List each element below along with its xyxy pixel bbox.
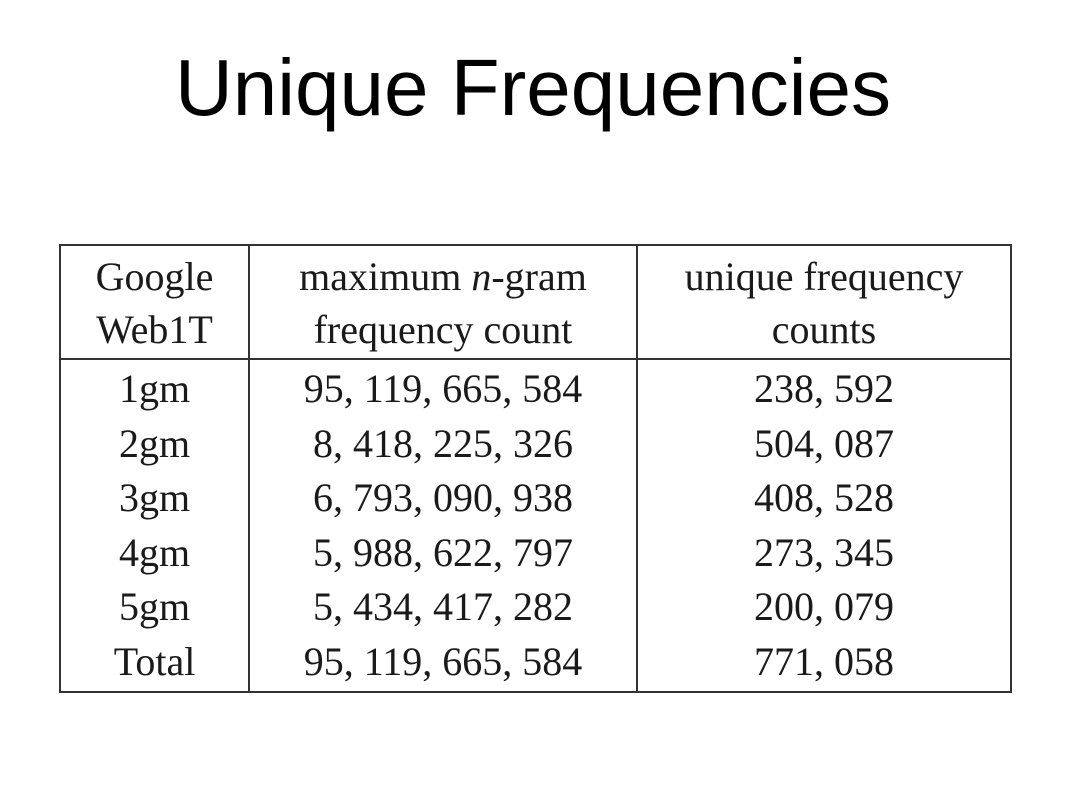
row-label: 1gm [59,359,250,417]
header-max-count-line2: frequency count [313,307,573,352]
header-row: Google Web1T maximum n-gram frequency co… [59,244,1012,360]
header-corpus-line1: Google [95,254,214,299]
header-corpus-line2: Web1T [96,307,213,352]
table-row: 5gm 5, 434, 417, 282 200, 079 [59,580,1012,635]
table-row: 1gm 95, 119, 665, 584 238, 592 [59,359,1012,417]
unique-counts-cell: 238, 592 [636,359,1012,417]
max-count-cell: 6, 793, 090, 938 [248,471,638,526]
row-label: 2gm [59,416,250,471]
frequency-table: Google Web1T maximum n-gram frequency co… [59,244,1012,693]
unique-counts-cell: 771, 058 [636,634,1012,693]
max-count-cell: 8, 418, 225, 326 [248,416,638,471]
max-count-cell: 95, 119, 665, 584 [248,634,638,693]
header-max-count-line1: maximum n-gram [299,254,587,299]
unique-counts-cell: 504, 087 [636,416,1012,471]
max-count-cell: 5, 434, 417, 282 [248,580,638,635]
header-unique-counts-line1: unique frequency [684,254,964,299]
row-label: 3gm [59,471,250,526]
frequency-table-container: Google Web1T maximum n-gram frequency co… [59,244,1012,693]
unique-counts-cell: 408, 528 [636,471,1012,526]
row-label: 4gm [59,525,250,580]
header-unique-counts-line2: counts [771,307,877,352]
table-body: 1gm 95, 119, 665, 584 238, 592 2gm 8, 41… [59,359,1012,693]
unique-counts-cell: 273, 345 [636,525,1012,580]
slide-title: Unique Frequencies [175,43,891,132]
header-corpus: Google Web1T [59,244,250,360]
max-count-cell: 5, 988, 622, 797 [248,525,638,580]
row-label: 5gm [59,580,250,635]
table-row: 4gm 5, 988, 622, 797 273, 345 [59,525,1012,580]
table-row: 3gm 6, 793, 090, 938 408, 528 [59,471,1012,526]
unique-counts-cell: 200, 079 [636,580,1012,635]
max-count-cell: 95, 119, 665, 584 [248,359,638,417]
table-row: 2gm 8, 418, 225, 326 504, 087 [59,416,1012,471]
header-max-count: maximum n-gram frequency count [248,244,638,360]
table-header: Google Web1T maximum n-gram frequency co… [59,244,1012,360]
row-label: Total [59,634,250,693]
header-unique-counts: unique frequency counts [636,244,1012,360]
table-row-total: Total 95, 119, 665, 584 771, 058 [59,634,1012,693]
